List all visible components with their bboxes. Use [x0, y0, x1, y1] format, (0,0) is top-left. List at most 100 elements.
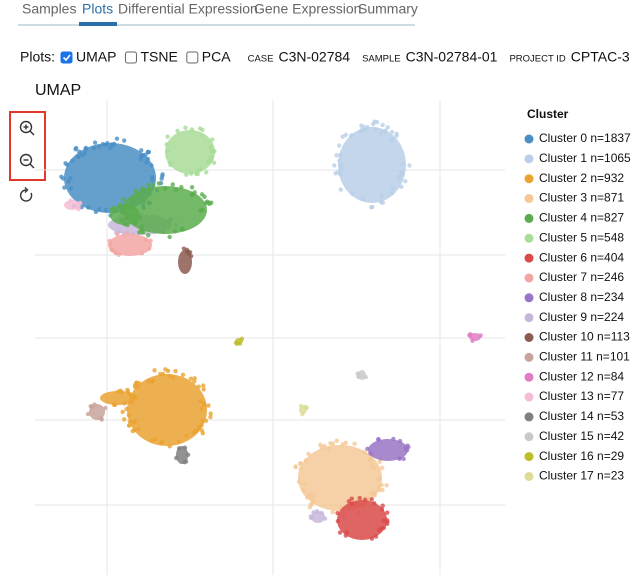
cell-point	[133, 207, 138, 213]
cell-point	[369, 490, 374, 496]
legend-swatch	[524, 253, 534, 263]
cluster-blob	[110, 205, 140, 225]
checkbox[interactable]	[186, 51, 199, 64]
meta-value: C3N-02784	[278, 49, 350, 65]
cell-point	[362, 127, 367, 133]
cell-point	[100, 142, 106, 147]
cell-point	[152, 368, 157, 373]
cell-point	[369, 205, 374, 210]
cluster-blob	[298, 445, 382, 511]
cell-point	[62, 185, 67, 190]
cell-point	[311, 510, 316, 515]
cell-point	[336, 143, 342, 148]
cell-point	[200, 431, 205, 436]
tab[interactable]: Plots	[82, 1, 113, 17]
legend-swatch	[524, 273, 534, 283]
cluster-blob	[338, 127, 406, 203]
cell-point	[383, 128, 388, 133]
plot-option[interactable]: PCA	[202, 49, 231, 65]
cell-point	[378, 200, 384, 205]
cell-point	[211, 160, 217, 166]
cell-point	[176, 439, 182, 444]
cell-point	[134, 380, 139, 385]
meta-key: SAMPLE	[362, 54, 401, 65]
cell-point	[180, 372, 186, 378]
tab[interactable]: Samples	[22, 1, 76, 17]
cell-point	[394, 131, 399, 137]
cell-point	[384, 521, 390, 527]
cell-point	[192, 429, 198, 434]
cell-point	[325, 446, 331, 451]
cell-point	[349, 496, 354, 501]
legend-swatch	[524, 452, 534, 462]
cell-point	[233, 340, 239, 346]
cell-point	[136, 426, 141, 432]
zoom-out[interactable]	[19, 153, 35, 169]
checkbox[interactable]	[124, 51, 137, 64]
cell-point	[122, 221, 128, 227]
legend-swatch	[524, 392, 534, 402]
legend-swatch	[524, 372, 534, 382]
reset[interactable]	[19, 187, 33, 202]
zoom-in[interactable]	[19, 120, 35, 136]
cell-point	[76, 204, 81, 210]
cell-point	[92, 402, 97, 407]
cell-point	[338, 171, 343, 177]
legend-swatch	[524, 313, 534, 323]
cell-point	[332, 163, 337, 168]
cell-point	[164, 142, 169, 147]
legend-swatch	[524, 352, 534, 362]
legend-swatch	[524, 333, 534, 342]
cell-point	[165, 134, 170, 139]
legend-label: Cluster 12 n=84	[539, 369, 624, 383]
cell-point	[340, 442, 345, 447]
cell-point	[122, 417, 127, 422]
tab[interactable]: Summary	[358, 1, 418, 17]
cell-point	[73, 147, 78, 152]
plot-option[interactable]: TSNE	[140, 49, 177, 65]
cell-point	[337, 530, 343, 535]
cell-point	[189, 185, 195, 190]
cell-point	[200, 418, 205, 424]
cell-point	[208, 144, 213, 150]
cell-point	[208, 414, 213, 420]
cell-point	[68, 198, 73, 203]
cell-point	[397, 456, 402, 461]
legend-swatch	[524, 134, 534, 144]
cell-point	[372, 501, 377, 506]
cluster-blob	[368, 439, 408, 461]
legend-label: Cluster 17 n=23	[539, 469, 624, 483]
cell-point	[189, 193, 194, 198]
cell-point	[176, 446, 182, 451]
cell-point	[160, 172, 165, 177]
checkbox[interactable]	[60, 51, 73, 64]
legend-swatch	[524, 154, 534, 164]
cell-point	[109, 142, 115, 147]
cell-point	[314, 509, 320, 514]
cell-point	[400, 161, 406, 166]
cell-point	[76, 154, 81, 159]
tab[interactable]: Differential Expression	[118, 1, 258, 17]
cell-point	[373, 127, 378, 132]
cell-point	[376, 486, 382, 491]
cell-point	[360, 196, 365, 201]
cell-point	[197, 126, 203, 131]
cell-point	[111, 402, 117, 407]
cell-point	[181, 246, 187, 251]
cell-point	[148, 238, 153, 243]
tab[interactable]: Gene Expression	[254, 1, 361, 17]
cell-point	[132, 419, 138, 424]
cell-point	[384, 518, 390, 523]
cell-point	[183, 459, 189, 464]
cell-point	[97, 206, 102, 212]
cell-point	[185, 452, 191, 457]
cell-point	[194, 171, 199, 177]
cell-point	[365, 446, 370, 452]
cell-point	[150, 177, 155, 183]
cell-point	[399, 172, 405, 177]
plot-option[interactable]: UMAP	[76, 49, 116, 65]
cell-point	[146, 233, 151, 238]
cell-point	[140, 186, 145, 191]
cell-point	[369, 536, 375, 541]
cell-point	[124, 406, 129, 412]
